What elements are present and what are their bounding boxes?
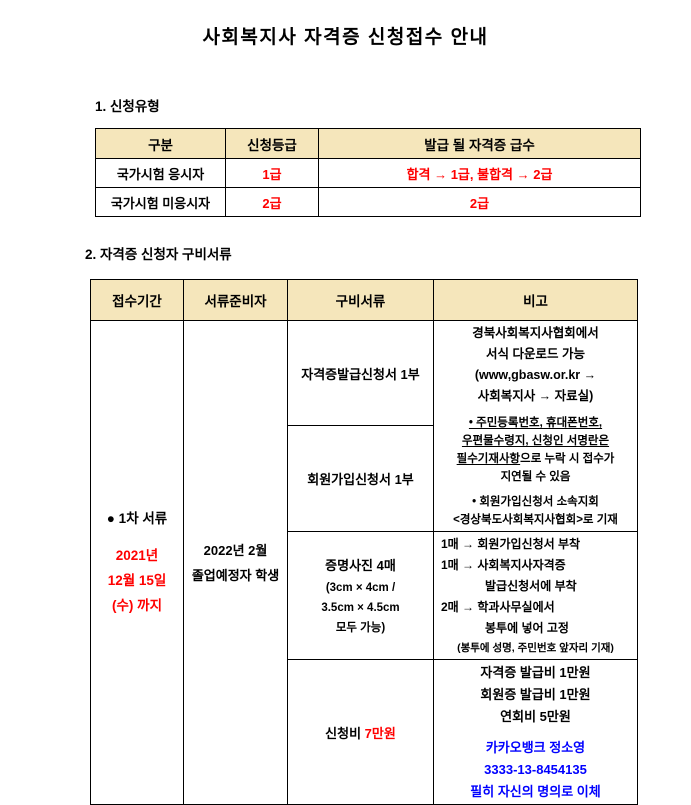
doc-line: 자격증발급신청서 1부 xyxy=(301,366,420,382)
table2-header-period: 접수기간 xyxy=(90,279,184,321)
fees-breakdown: 자격증 발급비 1만원 회원증 발급비 1만원 연회비 5만원 xyxy=(435,662,637,728)
download-line: 경북사회복지사협회에서 xyxy=(472,326,599,340)
cell-doc-membership-form: 회원가입신청서 1부 xyxy=(287,425,434,532)
page-title: 사회복지사 자격증 신청접수 안내 xyxy=(202,27,489,48)
fees-line: 자격증 발급비 1만원 xyxy=(480,664,591,680)
photo-line: 증명사진 4매 xyxy=(325,557,396,573)
section2-heading: 2. 자격증 신청자 구비서류 xyxy=(85,247,232,262)
doc-line: 회원가입신청서 1부 xyxy=(307,472,414,487)
cell-doc-fee: 신청비 7만원 xyxy=(287,659,434,805)
cell-category: 국가시험 미응시자 xyxy=(95,187,226,217)
cell-doc-certificate-form: 자격증발급신청서 1부 xyxy=(287,320,434,426)
preparer-line: 2022년 2월 xyxy=(203,542,268,558)
cell-preparer: 2022년 2월 졸업예정자 학생 xyxy=(183,320,288,805)
cell-remark-fees: 자격증 발급비 1만원 회원증 발급비 1만원 연회비 5만원 카카오뱅크 정소… xyxy=(433,659,638,805)
cell-period: ● 1차 서류 2021년 12월 15일 (수) 까지 xyxy=(90,320,184,805)
download-line: (www,gbasw.or.kr → xyxy=(474,368,597,382)
photo-line: (3cm × 4cm / xyxy=(325,581,396,594)
table-row: ● 1차 서류 2021년 12월 15일 (수) 까지 2022년 2월 졸업… xyxy=(90,320,638,805)
photo-usage-line: 발급신청서에 부착 xyxy=(485,578,577,593)
required-fields-note: • 주민등록번호, 휴대폰번호, 우편물수령지, 신청인 서명란은 필수기재사항… xyxy=(435,414,637,486)
table-row: 신청비 7만원 자격증 발급비 1만원 회원증 발급비 1만원 연회비 5만원 … xyxy=(91,659,638,805)
cell-result: 2급 xyxy=(318,187,641,217)
photo-usage-line: 1매 → 회원가입신청서 부착 xyxy=(441,536,581,551)
deadline-line: 2021년 xyxy=(115,548,159,563)
table1-header-result: 발급 될 자격증 급수 xyxy=(318,128,641,159)
application-type-table: 구분 신청등급 발급 될 자격증 급수 국가시험 응시자 1급 합격 → 1급,… xyxy=(95,128,641,217)
note-line: • 주민등록번호, 휴대폰번호, xyxy=(468,417,603,429)
table-row: 국가시험 미응시자 2급 2급 xyxy=(95,187,641,217)
note-line: 우편물수령지, 신청인 서명란은 xyxy=(461,435,610,447)
download-line: 서식 다운로드 가능 xyxy=(486,347,585,361)
table2-header-preparer: 서류준비자 xyxy=(183,279,288,321)
download-info: 경북사회복지사협회에서 서식 다운로드 가능 (www,gbasw.or.kr … xyxy=(435,323,637,407)
preparer-line: 졸업예정자 학생 xyxy=(191,567,280,583)
table-row: 국가시험 응시자 1급 합격 → 1급, 불합격 → 2급 xyxy=(95,158,641,188)
table-row: 회원가입신청서 1부 xyxy=(91,425,638,532)
deadline-line: 12월 15일 xyxy=(107,573,167,588)
bank-name-line: 카카오뱅크 정소영 xyxy=(485,739,586,755)
table1-header-row: 구분 신청등급 발급 될 자격증 급수 xyxy=(95,128,641,159)
photo-spec: 증명사진 4매 (3cm × 4cm / 3.5cm × 4.5cm 모두 가능… xyxy=(289,554,433,638)
table-row: 증명사진 4매 (3cm × 4cm / 3.5cm × 4.5cm 모두 가능… xyxy=(91,531,638,660)
cell-result: 합격 → 1급, 불합격 → 2급 xyxy=(318,158,641,188)
cell-remark-photo-usage: 1매 → 회원가입신청서 부착 1매 → 사회복지사자격증 발급신청서에 부착 … xyxy=(433,531,638,660)
table1-header-grade: 신청등급 xyxy=(225,128,319,159)
bank-account-number: 3333-13-8454135 xyxy=(484,761,587,777)
cell-grade: 1급 xyxy=(225,158,319,188)
fee-line: 신청비 7만원 xyxy=(289,723,433,742)
cell-grade: 2급 xyxy=(225,187,319,217)
photo-usage-line: 1매 → 사회복지사자격증 xyxy=(441,557,566,572)
deadline-line: (수) 까지 xyxy=(111,598,162,613)
cell-remark-download: 경북사회복지사협회에서 서식 다운로드 가능 (www,gbasw.or.kr … xyxy=(433,320,638,532)
table2-header-docs: 구비서류 xyxy=(287,279,434,321)
required-documents-table: 접수기간 서류준비자 구비서류 비고 ● 1차 서류 2021년 12월 15일… xyxy=(90,279,638,805)
branch-note: • 회원가입신청서 소속지회 <경상북도사회복지사협회>로 기재 xyxy=(435,493,637,529)
table1-header-category: 구분 xyxy=(95,128,226,159)
section1-heading: 1. 신청유형 xyxy=(95,99,160,114)
cell-doc-photos: 증명사진 4매 (3cm × 4cm / 3.5cm × 4.5cm 모두 가능… xyxy=(287,531,434,660)
bank-transfer-info: 카카오뱅크 정소영 3333-13-8454135 필히 자신의 명의로 이체 xyxy=(435,737,637,803)
bank-instruction-line: 필히 자신의 명의로 이체 xyxy=(470,783,601,799)
period-deadline: 2021년 12월 15일 (수) 까지 xyxy=(92,543,183,618)
fees-line: 연회비 5만원 xyxy=(500,708,571,724)
cell-category: 국가시험 응시자 xyxy=(95,158,226,188)
fee-amount: 7만원 xyxy=(364,725,396,741)
download-line: 사회복지사 → 자료실) xyxy=(477,389,594,403)
envelope-note: (봉투에 성명, 주민번호 앞자리 기재) xyxy=(457,641,614,654)
fees-line: 회원증 발급비 1만원 xyxy=(480,686,591,702)
note-line: • 회원가입신청서 소속지회 xyxy=(472,496,599,508)
table2-header-remarks: 비고 xyxy=(433,279,638,321)
note-line: <경상북도사회복지사협회>로 기재 xyxy=(453,514,618,526)
note-rest-part: 으로 누락 시 접수가 xyxy=(520,453,615,465)
note-underlined-part: 필수기재사항 xyxy=(456,453,521,465)
photo-line: 모두 가능) xyxy=(335,621,386,634)
note-line: 지연될 수 있음 xyxy=(500,471,571,483)
table2-header-row: 접수기간 서류준비자 구비서류 비고 xyxy=(90,279,638,321)
period-bullet-line: ● 1차 서류 xyxy=(106,511,168,526)
photo-line: 3.5cm × 4.5cm xyxy=(321,601,400,614)
photo-usage-line: 2매 → 학과사무실에서 xyxy=(441,599,555,614)
photo-usage-line: 봉투에 넣어 고정 xyxy=(485,620,569,635)
note-line: 필수기재사항으로 누락 시 접수가 xyxy=(435,450,637,468)
fee-label: 신청비 xyxy=(325,725,365,741)
